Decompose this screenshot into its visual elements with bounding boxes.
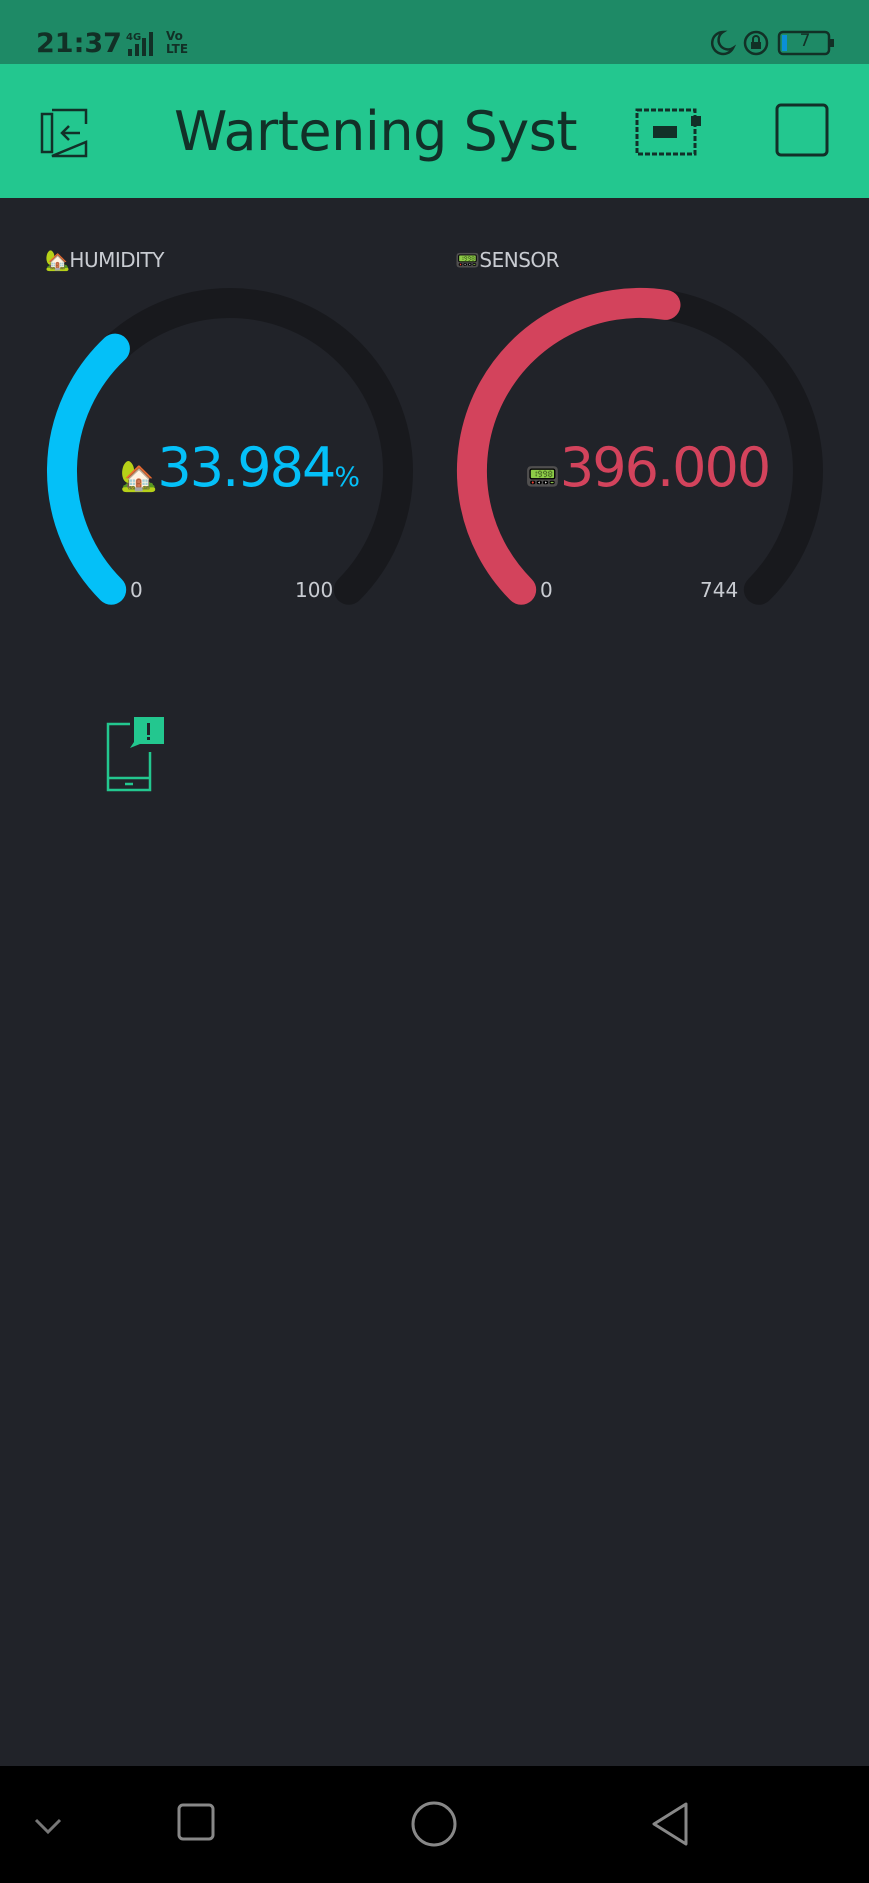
status-time: 21:37	[36, 28, 122, 59]
sensor-max: 744	[700, 578, 739, 602]
battery-level: 7	[799, 31, 811, 51]
collapse-button[interactable]	[28, 1806, 68, 1846]
status-bar: 21:37 4G Vo LTE 7	[0, 0, 869, 64]
humidity-gauge[interactable]: 🏡33.984% 0 100	[45, 286, 415, 606]
phone-notification-icon	[106, 717, 164, 792]
network-type: 4G	[126, 32, 141, 43]
moon-icon	[710, 30, 737, 56]
status-icons: 7	[707, 28, 839, 62]
humidity-value: 🏡33.984%	[120, 436, 360, 499]
humidity-gauge-arc	[47, 333, 130, 605]
house-icon: 🏡	[120, 459, 158, 494]
stop-icon	[775, 103, 829, 157]
navigation-bar	[0, 1766, 869, 1883]
sensor-gauge-arc	[457, 288, 681, 605]
humidity-max: 100	[295, 578, 334, 602]
network-indicator: 4G Vo LTE	[112, 30, 196, 62]
notification-widget[interactable]	[100, 714, 170, 794]
exit-icon	[40, 108, 88, 158]
volte-indicator: Vo LTE	[166, 29, 189, 56]
stop-button[interactable]	[774, 102, 836, 164]
back-button[interactable]	[648, 1800, 692, 1848]
humidity-min: 0	[130, 578, 143, 602]
humidity-gauge-label: 🏡HUMIDITY	[45, 248, 164, 272]
battery-icon	[777, 30, 834, 56]
pager-icon: 📟	[455, 248, 480, 272]
humidity-unit: %	[334, 462, 360, 493]
sensor-min: 0	[540, 578, 553, 602]
device-icon	[635, 108, 701, 156]
house-icon: 🏡	[45, 248, 70, 272]
app-bar: Wartening System	[0, 64, 869, 198]
pager-icon: 📟	[525, 460, 560, 493]
home-button[interactable]	[410, 1800, 458, 1848]
sensor-value: 📟396.000	[525, 436, 771, 499]
sensor-gauge-label: 📟SENSOR	[455, 248, 560, 272]
sensor-gauge[interactable]: 📟396.000 0 744	[455, 286, 825, 606]
dashboard-canvas: 🏡HUMIDITY 🏡33.984% 0 100 📟SENSOR 📟396.00…	[0, 198, 869, 1766]
exit-button[interactable]	[38, 102, 100, 164]
rotation-lock-icon	[743, 30, 769, 56]
recents-icon	[177, 1803, 215, 1841]
home-icon	[411, 1801, 457, 1847]
back-icon	[652, 1802, 688, 1846]
chevron-down-icon	[34, 1818, 62, 1835]
recents-button[interactable]	[176, 1802, 216, 1842]
app-title: Wartening System	[174, 100, 580, 163]
device-button[interactable]	[635, 102, 705, 164]
